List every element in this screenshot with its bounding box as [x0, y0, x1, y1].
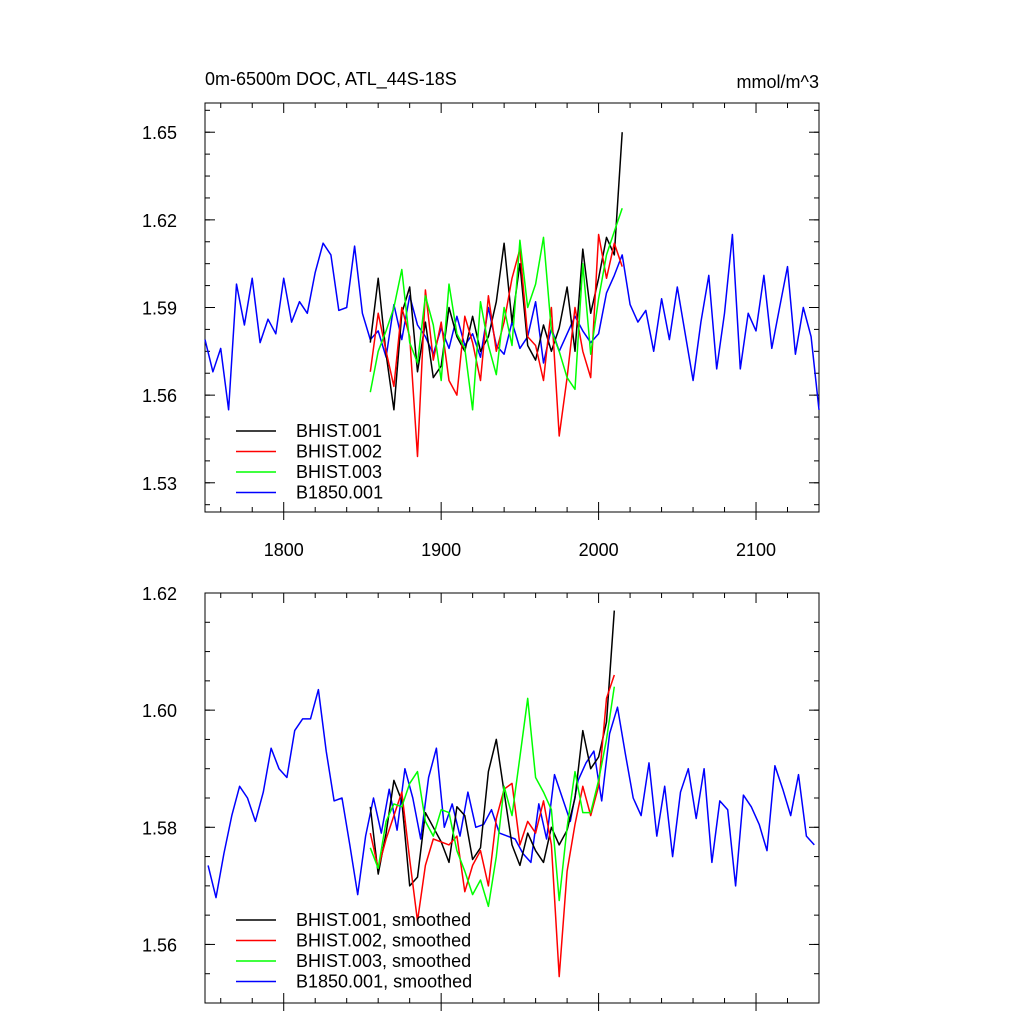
y-tick-label: 1.65 [142, 123, 177, 143]
series-line-bhist-001 [369, 132, 623, 411]
legend-label: BHIST.001, smoothed [296, 910, 471, 930]
series-line-bhist-003 [369, 207, 623, 411]
top-chart-title: 0m-6500m DOC, ATL_44S-18S [205, 69, 457, 90]
x-tick-label: 1800 [264, 540, 304, 560]
y-tick-label: 1.62 [142, 584, 177, 604]
legend-label: BHIST.003, smoothed [296, 951, 471, 971]
top-axis-ticks: 1800 1900 2000 2100 1.53 1.56 1.59 1.62 1.65 [142, 103, 820, 560]
legend-label: B1850.001 [296, 483, 383, 503]
y-tick-label: 1.62 [142, 211, 177, 231]
legend-label: BHIST.002, smoothed [296, 931, 471, 951]
y-tick-label: 1.60 [142, 701, 177, 721]
y-tick-label: 1.56 [142, 935, 177, 955]
series-line-bhist-001-smoothed [369, 610, 616, 887]
x-tick-label: 2100 [736, 540, 776, 560]
legend-label: BHIST.002 [296, 442, 382, 462]
x-tick-label: 1900 [421, 540, 461, 560]
series-line-bhist-002-smoothed [369, 674, 616, 978]
series-line-bhist-002 [369, 233, 623, 458]
y-tick-label: 1.56 [142, 386, 177, 406]
legend-label: BHIST.003 [296, 462, 382, 482]
top-chart-units: mmol/m^3 [737, 72, 819, 92]
bottom-series-group [207, 610, 815, 978]
x-tick-label: 2000 [579, 540, 619, 560]
series-line-bhist-003-smoothed [369, 686, 616, 908]
bottom-panel: 1.561.581.601.62 BHIST.001, smoothedBHIS… [142, 584, 820, 1011]
top-series-group [204, 132, 820, 458]
legend-label: BHIST.001 [296, 421, 382, 441]
y-tick-label: 1.53 [142, 474, 177, 494]
legend-label: B1850.001, smoothed [296, 972, 472, 992]
y-tick-label: 1.58 [142, 818, 177, 838]
top-panel: 0m-6500m DOC, ATL_44S-18S mmol/m^3 1800 1… [142, 69, 820, 560]
series-line-b1850-001-smoothed [207, 688, 815, 899]
bottom-axis-ticks: 1.56 1.58 1.60 1.62 [142, 584, 820, 1011]
y-tick-label: 1.59 [142, 299, 177, 319]
